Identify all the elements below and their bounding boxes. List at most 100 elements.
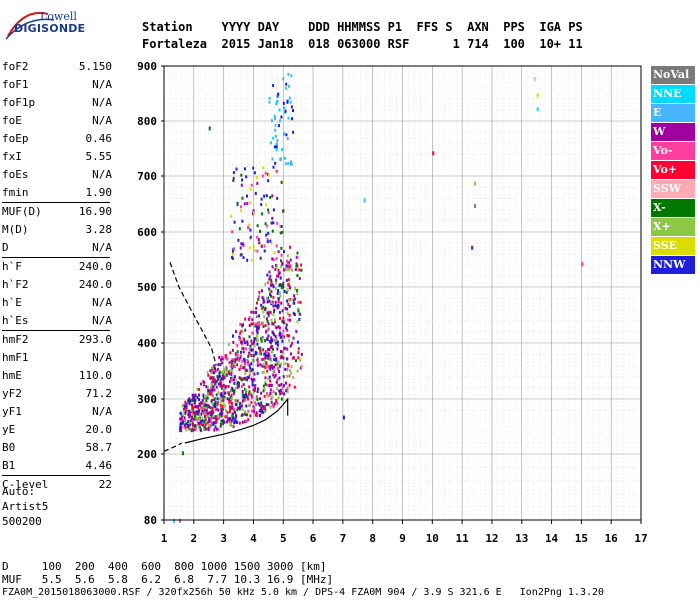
echo-point xyxy=(213,388,216,392)
echo-point xyxy=(297,309,300,313)
echo-point xyxy=(283,289,286,293)
echo-point xyxy=(279,225,282,229)
echo-point xyxy=(210,383,213,387)
param-row-MUFD: MUF(D) 16.90 xyxy=(2,203,112,221)
echo-point xyxy=(289,318,291,322)
echo-point xyxy=(268,394,271,397)
echo-point xyxy=(233,378,235,382)
echo-point xyxy=(269,195,272,199)
echo-point xyxy=(197,424,200,428)
param-separator xyxy=(2,257,110,258)
echo-point xyxy=(255,306,258,310)
echo-point xyxy=(291,117,294,121)
echo-point xyxy=(250,310,253,314)
echo-point xyxy=(221,412,224,416)
echo-point xyxy=(215,379,218,383)
echo-point xyxy=(204,418,207,422)
param-name: foEs xyxy=(2,168,29,181)
echo-point xyxy=(216,403,219,407)
echo-point xyxy=(194,427,197,431)
echo-point xyxy=(200,429,203,433)
echo-point xyxy=(276,401,279,405)
echo-point xyxy=(214,367,216,371)
param-value: 240.0 xyxy=(78,278,112,291)
echo-point xyxy=(281,180,284,184)
echo-point xyxy=(256,301,258,305)
echo-point xyxy=(229,399,232,403)
echo-point xyxy=(300,352,303,356)
echo-point xyxy=(259,349,262,353)
echo-point xyxy=(265,203,268,207)
echo-point xyxy=(280,225,283,228)
echo-point xyxy=(262,297,265,301)
echo-point xyxy=(246,395,249,399)
echo-point xyxy=(245,347,248,351)
echo-point xyxy=(203,425,206,429)
echo-point xyxy=(275,357,278,361)
echo-point xyxy=(260,197,263,201)
echo-point xyxy=(257,387,259,391)
echo-point xyxy=(225,373,228,377)
echo-point xyxy=(273,333,275,337)
echo-point xyxy=(223,420,226,424)
echo-point xyxy=(275,257,278,261)
echo-point xyxy=(198,417,201,421)
echo-point xyxy=(259,397,262,401)
echo-point xyxy=(241,420,244,424)
echo-point xyxy=(199,420,202,424)
echo-point xyxy=(236,353,239,357)
echo-point xyxy=(238,335,241,339)
echo-point xyxy=(262,310,265,314)
echo-point xyxy=(300,263,303,267)
echo-point xyxy=(286,374,289,378)
echo-point xyxy=(244,388,247,392)
echo-point xyxy=(272,258,275,262)
echo-point xyxy=(262,348,265,352)
echo-point xyxy=(183,422,186,426)
echo-point xyxy=(228,392,230,396)
echo-point xyxy=(190,416,193,420)
echo-point xyxy=(202,393,205,397)
echo-point xyxy=(254,387,256,391)
echo-point xyxy=(282,285,285,289)
echo-point xyxy=(190,419,193,422)
echo-point xyxy=(275,102,278,106)
echo-point xyxy=(236,356,239,360)
echo-point xyxy=(252,405,255,409)
echo-point xyxy=(181,404,184,408)
echo-point xyxy=(288,339,291,343)
echo-point xyxy=(283,250,285,254)
echo-point xyxy=(277,396,280,400)
echo-point xyxy=(244,328,247,332)
echo-point xyxy=(250,377,253,381)
true-height-profile xyxy=(184,397,289,444)
echo-point xyxy=(282,320,285,323)
echo-point xyxy=(258,352,261,356)
echo-point xyxy=(290,365,293,368)
echo-point xyxy=(241,330,244,334)
echo-point xyxy=(266,240,269,244)
echo-point xyxy=(247,360,249,364)
echo-point xyxy=(269,392,272,395)
echo-point xyxy=(267,403,270,407)
echo-point xyxy=(257,295,260,299)
echo-point xyxy=(214,421,217,425)
x-tick-label: 16 xyxy=(605,532,619,545)
echo-point xyxy=(233,220,236,224)
echo-point xyxy=(277,360,280,364)
param-value: N/A xyxy=(92,296,112,309)
echo-point xyxy=(277,297,280,301)
echo-point xyxy=(214,415,217,419)
param-name: MUF(D) xyxy=(2,205,42,218)
echo-point xyxy=(300,365,303,369)
echo-point xyxy=(267,231,270,235)
echo-point xyxy=(247,376,250,379)
param-row-hmF2: hmF2 293.0 xyxy=(2,331,112,349)
echo-point xyxy=(244,372,247,376)
echo-point xyxy=(296,251,299,255)
echo-point xyxy=(256,397,259,401)
echo-point xyxy=(259,346,262,350)
echo-point xyxy=(285,291,288,294)
param-row-fxI: fxI 5.55 xyxy=(2,148,112,166)
echo-point xyxy=(248,385,251,389)
